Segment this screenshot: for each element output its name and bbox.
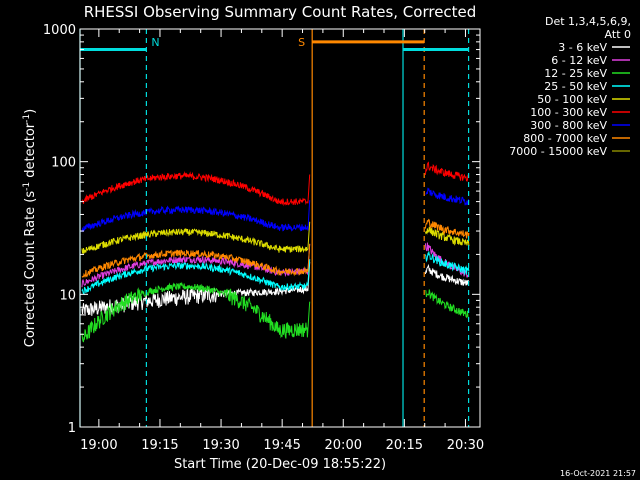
legend-header-2: Att 0	[605, 28, 631, 41]
x-axis-label: Start Time (20-Dec-09 18:55:22)	[174, 457, 386, 472]
x-axis: 19:00 19:15 19:30 19:45 20:00 20:15 20:30	[80, 29, 484, 453]
series-line-night-2	[425, 289, 470, 321]
x-tick-label: 19:45	[263, 438, 300, 453]
legend-label-2: 12 - 25 keV	[544, 67, 607, 80]
series-line-day-6	[81, 200, 311, 233]
series-line-night-5	[424, 161, 470, 182]
y-tick-label: 1	[68, 421, 76, 436]
legend-label-4: 50 - 100 keV	[537, 93, 607, 106]
y-axis-label-main: Corrected Count Rate (s	[23, 191, 38, 348]
series-line-night-0	[424, 263, 470, 286]
footer-timestamp: 16-Oct-2021 21:57	[560, 469, 636, 478]
chart-title: RHESSI Observing Summary Count Rates, Co…	[84, 3, 477, 21]
series-line-night-7	[424, 218, 470, 239]
y-axis: 1 10 100 1000	[43, 23, 480, 436]
y-axis-label-sup2: -1	[22, 114, 32, 123]
y-axis-label-end: )	[23, 109, 38, 114]
plot-frame	[79, 28, 481, 428]
legend-label-7: 800 - 7000 keV	[523, 132, 607, 145]
y-tick-label: 1000	[43, 23, 76, 38]
series-line-day-3	[81, 259, 311, 296]
marker-label-1: S	[298, 36, 305, 49]
legend-label-8: 7000 - 15000 keV	[509, 145, 607, 158]
series-line-day-4	[81, 221, 311, 255]
legend-header: Det 1,3,4,5,6,9,	[545, 15, 631, 28]
marker-label-0: N	[151, 36, 159, 49]
series-line-night-3	[424, 251, 470, 276]
series-line-night-4	[424, 226, 470, 247]
y-axis-label-sup1: -1	[22, 182, 32, 191]
x-tick-label: 20:00	[325, 438, 362, 453]
legend-label-5: 100 - 300 keV	[530, 106, 607, 119]
series-layer	[81, 161, 470, 343]
legend-label-6: 300 - 800 keV	[530, 119, 607, 132]
legend-label-1: 6 - 12 keV	[551, 54, 607, 67]
x-tick-label: 19:15	[141, 438, 178, 453]
y-axis-label-mid: detector	[23, 122, 38, 182]
y-tick-label: 10	[59, 288, 76, 303]
x-tick-label: 19:30	[202, 438, 239, 453]
y-axis-label: Corrected Count Rate (s-1 detector-1)	[22, 109, 38, 347]
x-tick-label: 19:00	[80, 438, 117, 453]
x-tick-label: 20:15	[386, 438, 423, 453]
legend-label-3: 25 - 50 keV	[544, 80, 607, 93]
series-line-night-6	[425, 187, 470, 206]
series-line-day-2	[81, 281, 311, 343]
series-line-day-5	[81, 170, 311, 207]
series-line-day-7	[81, 243, 311, 278]
x-tick-label: 20:30	[447, 438, 484, 453]
legend-label-0: 3 - 6 keV	[558, 41, 607, 54]
y-tick-label: 100	[51, 156, 76, 171]
